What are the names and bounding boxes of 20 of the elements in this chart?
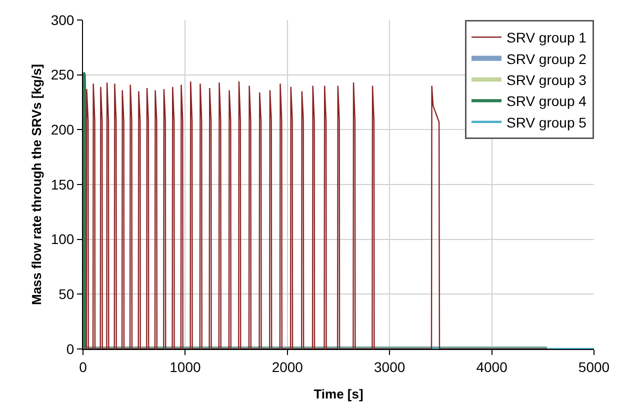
legend-label: SRV group 3 [506,72,587,88]
x-tick-label: 4000 [476,358,508,375]
y-tick-label: 150 [50,176,74,192]
legend-label: SRV group 1 [506,30,587,46]
x-tick-label: 5000 [578,358,610,375]
x-tick-label: 3000 [374,358,406,375]
y-axis-title: Mass flow rate through the SRVs [kg/s] [28,64,44,306]
y-tick-label: 300 [50,12,74,28]
y-tick-label: 50 [58,286,74,302]
y-tick-label: 200 [50,122,74,138]
legend-label: SRV group 5 [506,114,587,130]
y-tick-label: 0 [66,340,74,357]
y-tick-label: 100 [50,231,74,248]
legend-label: SRV group 2 [506,50,587,67]
x-tick-label: 2000 [272,358,304,375]
x-tick-label: 1000 [170,358,201,375]
x-axis-title: Time [s] [314,386,364,402]
x-tick-label: 0 [79,358,88,375]
legend-label: SRV group 4 [506,93,587,110]
y-tick-label: 250 [50,66,74,83]
